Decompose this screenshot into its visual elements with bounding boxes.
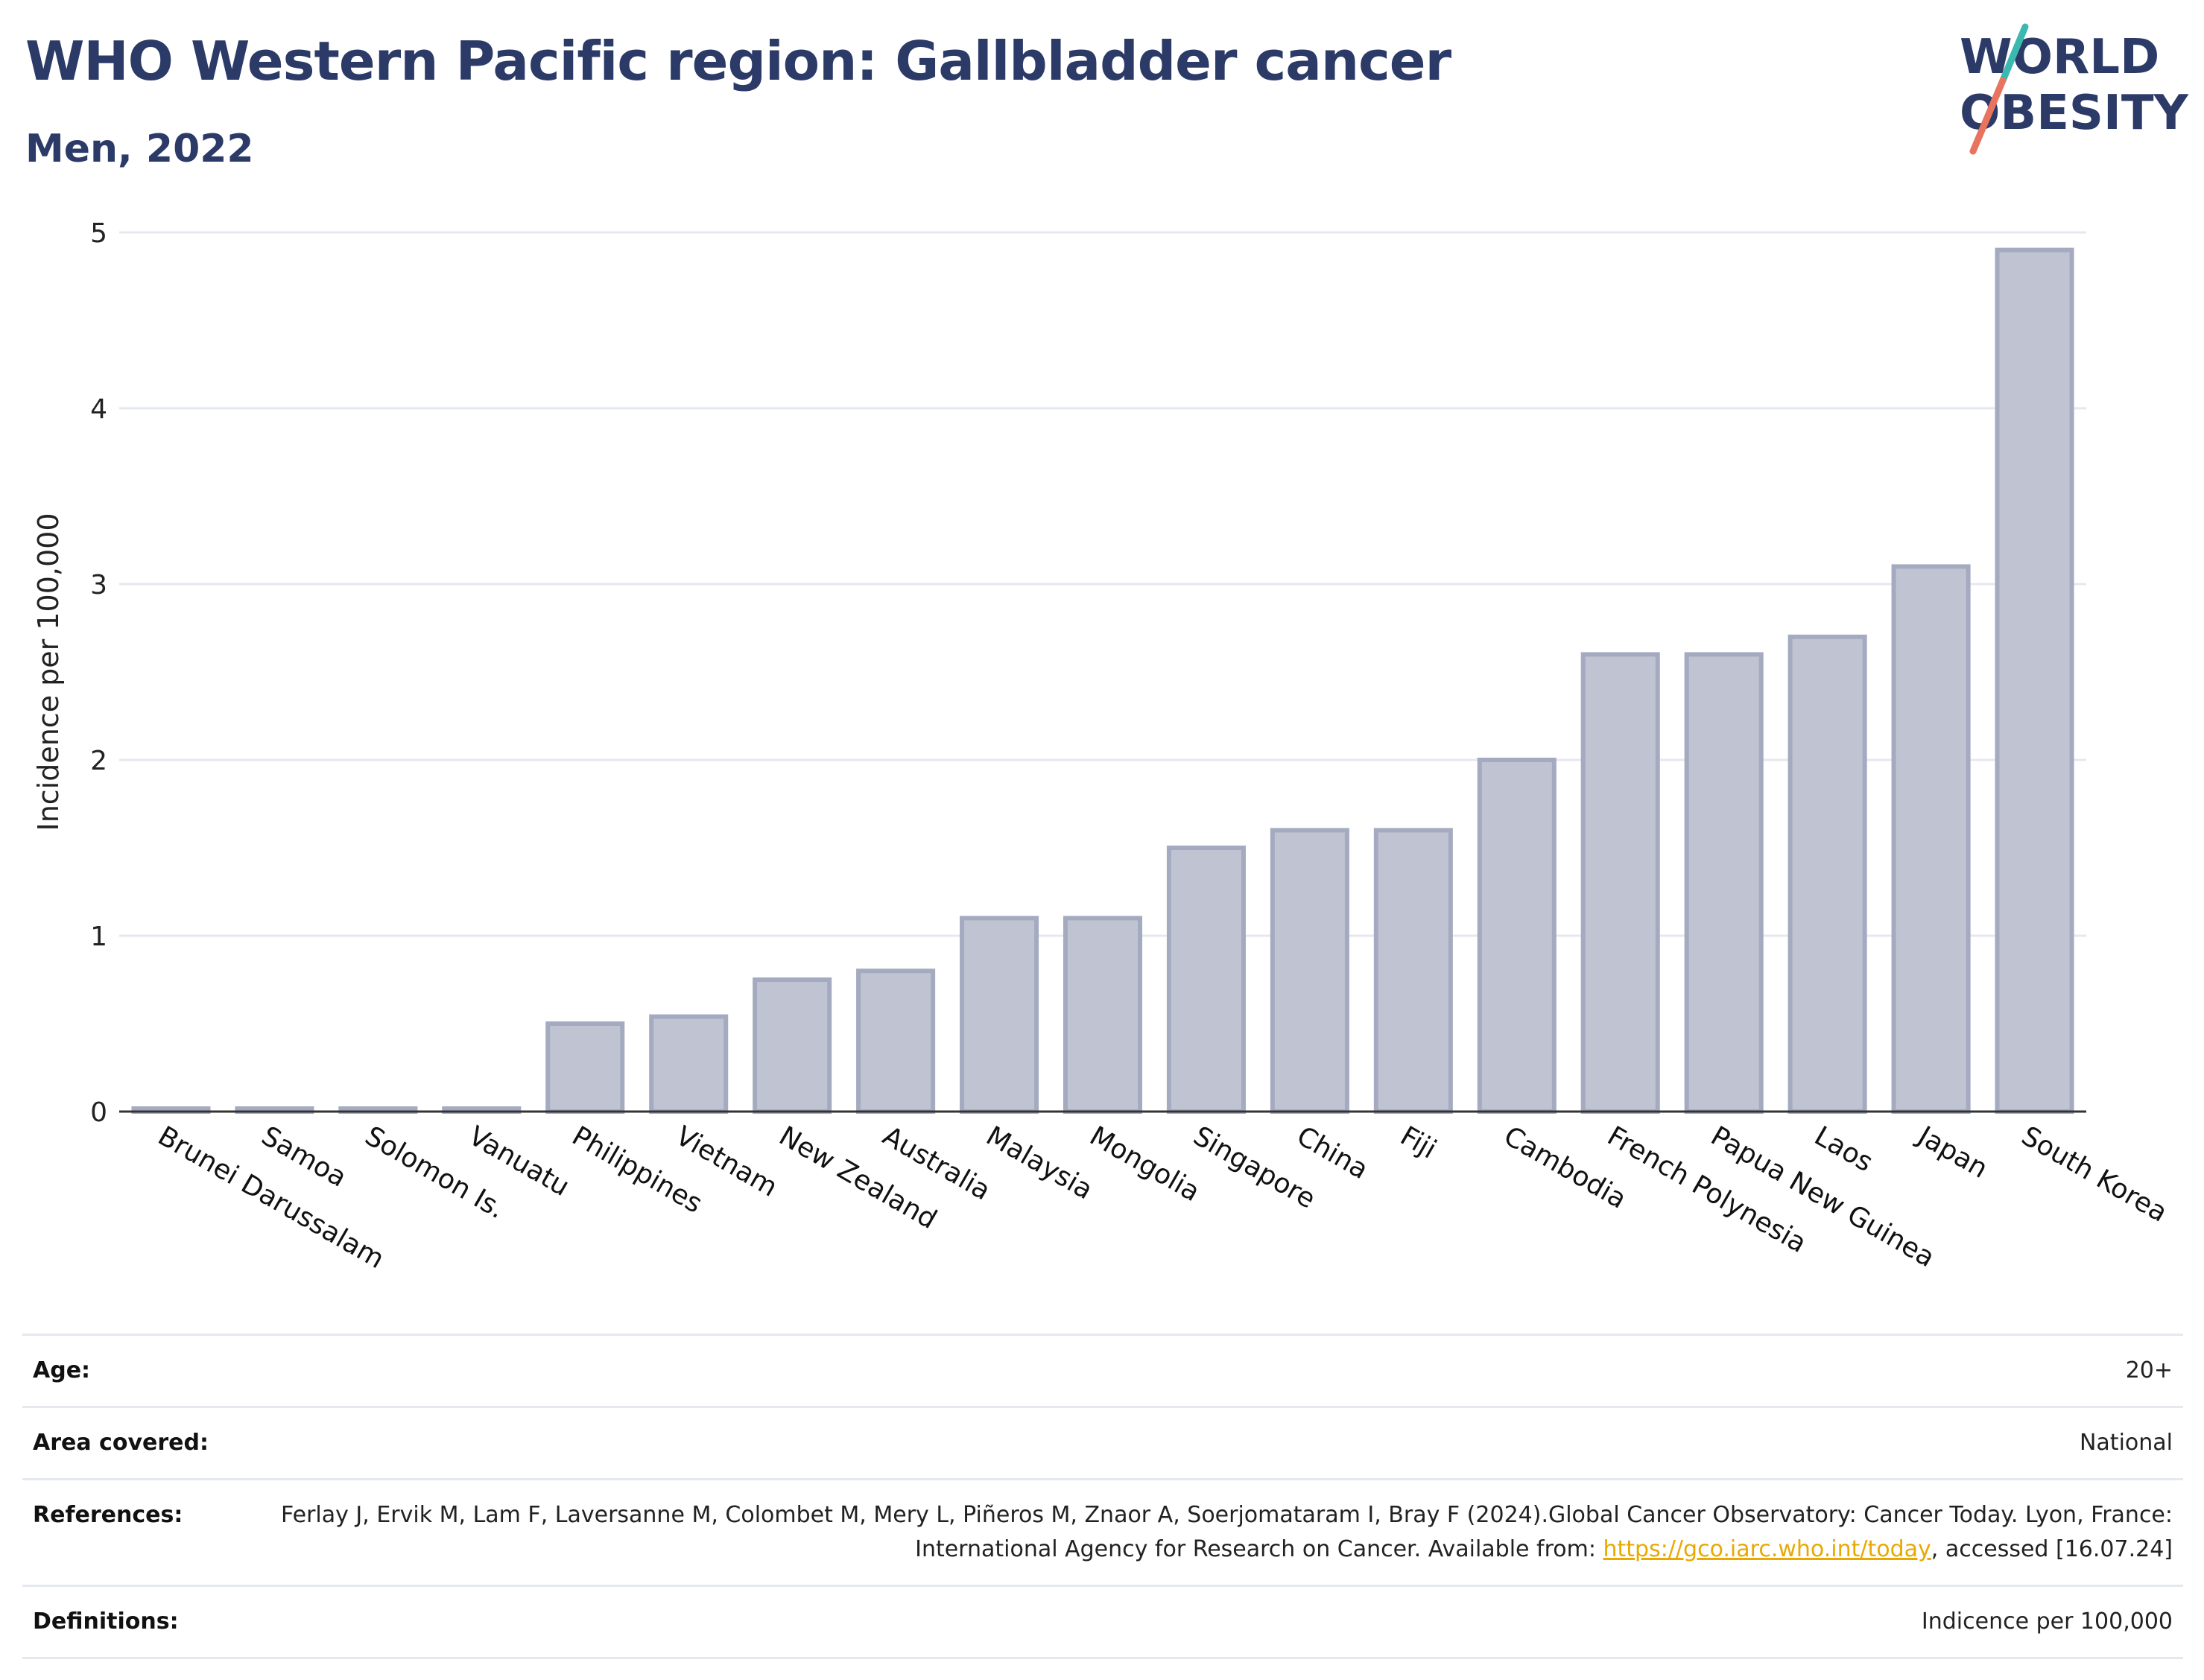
y-tick-label: 2 <box>90 746 107 776</box>
x-tick-label: Malaysia <box>981 1120 1098 1205</box>
bar <box>856 969 936 1114</box>
x-tick-label: Laos <box>1809 1120 1878 1178</box>
bar <box>649 1014 729 1115</box>
y-axis-title: Incidence per 100,000 <box>32 513 65 831</box>
references-label: References: <box>33 1502 183 1528</box>
y-tick-labels: 0 1 2 3 4 5 <box>90 218 107 1128</box>
x-tick-label: Japan <box>1911 1120 1992 1185</box>
bar <box>1063 916 1143 1115</box>
bar <box>1891 564 1971 1114</box>
y-tick-label: 0 <box>90 1097 107 1128</box>
info-row-age: Age: 20+ <box>22 1334 2183 1406</box>
x-tick-label: Fiji <box>1395 1120 1441 1165</box>
info-row-references: References: Ferlay J, Ervik M, Lam F, La… <box>22 1478 2183 1585</box>
chart-subtitle: Men, 2022 <box>25 127 254 171</box>
y-tick-label: 1 <box>90 922 107 952</box>
logo-slash-coral <box>1969 77 2007 155</box>
bar <box>1684 652 1764 1114</box>
y-tick-label: 5 <box>90 218 107 249</box>
definitions-value: Indicence per 100,000 <box>1921 1608 2173 1635</box>
info-table: Age: 20+ Area covered: National Referenc… <box>22 1334 2183 1659</box>
info-row-area: Area covered: National <box>22 1406 2183 1478</box>
y-tick-label: 3 <box>90 570 107 600</box>
x-tick-label: South Korea <box>2016 1120 2172 1229</box>
definitions-label: Definitions: <box>33 1608 179 1635</box>
references-value: Ferlay J, Ervik M, Lam F, Laversanne M, … <box>265 1498 2173 1567</box>
chart-title: WHO Western Pacific region: Gallbladder … <box>25 30 1451 92</box>
age-value: 20+ <box>2125 1357 2173 1383</box>
bar <box>960 916 1039 1115</box>
info-row-definitions: Definitions: Indicence per 100,000 <box>22 1585 2183 1659</box>
x-tick-label: Mongolia <box>1085 1120 1206 1208</box>
logo-slash-teal <box>1999 23 2029 84</box>
bar <box>545 1021 625 1114</box>
references-text-part2: , accessed [16.07.24] <box>1931 1536 2173 1562</box>
references-link[interactable]: https://gco.iarc.who.int/today <box>1603 1536 1931 1562</box>
references-text-part1: Ferlay J, Ervik M, Lam F, Laversanne M, … <box>281 1502 2173 1562</box>
bar <box>1270 828 1349 1115</box>
bar <box>1477 758 1557 1114</box>
bar <box>1787 634 1867 1114</box>
age-label: Age: <box>33 1357 91 1383</box>
area-label: Area covered: <box>33 1430 209 1456</box>
logo-text-world: WORLD <box>1960 30 2159 85</box>
bar-layer <box>131 247 2074 1115</box>
bar <box>753 977 832 1114</box>
y-tick-label: 4 <box>90 394 107 425</box>
area-value: National <box>2079 1430 2173 1456</box>
world-obesity-logo: WORLD OBESITY <box>1960 23 2188 155</box>
bar <box>1580 652 1660 1114</box>
x-tick-label: China <box>1291 1120 1373 1185</box>
bar <box>1166 846 1246 1114</box>
bar <box>1373 828 1453 1115</box>
bar <box>1995 247 2074 1115</box>
